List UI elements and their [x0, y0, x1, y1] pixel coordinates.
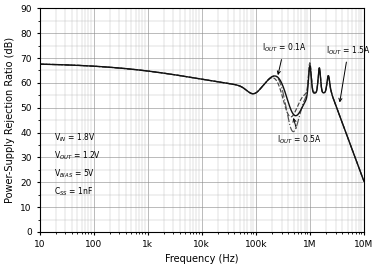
- Text: I$_{OUT}$ = 0.1A: I$_{OUT}$ = 0.1A: [262, 42, 306, 74]
- Text: I$_{OUT}$ = 1.5A: I$_{OUT}$ = 1.5A: [326, 44, 371, 101]
- Text: C$_{SS}$ = 1nF: C$_{SS}$ = 1nF: [54, 185, 94, 198]
- Text: V$_{BIAS}$ = 5V: V$_{BIAS}$ = 5V: [54, 168, 95, 180]
- X-axis label: Frequency (Hz): Frequency (Hz): [165, 254, 238, 264]
- Text: I$_{OUT}$ = 0.5A: I$_{OUT}$ = 0.5A: [277, 119, 322, 146]
- Text: V$_{OUT}$ = 1.2V: V$_{OUT}$ = 1.2V: [54, 150, 101, 162]
- Y-axis label: Power-Supply Rejection Ratio (dB): Power-Supply Rejection Ratio (dB): [5, 37, 15, 203]
- Text: V$_{IN}$ = 1.8V: V$_{IN}$ = 1.8V: [54, 132, 96, 144]
